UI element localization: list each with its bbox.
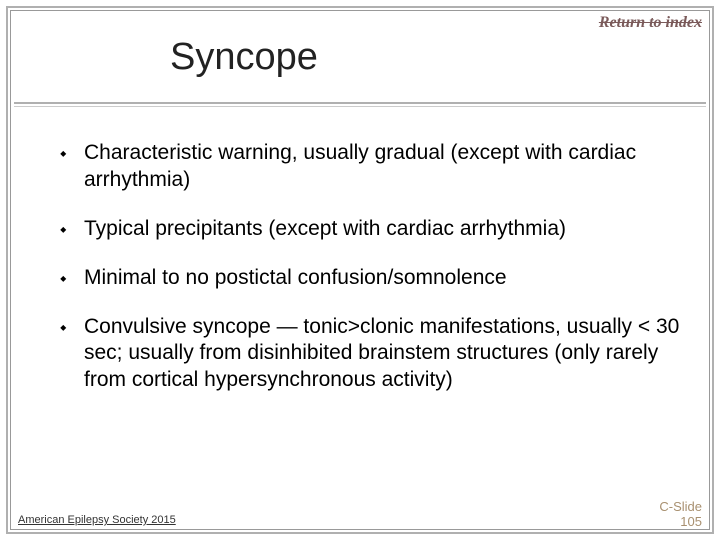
footer-slide-num: 105 xyxy=(680,514,702,529)
footer-source: American Epilepsy Society 2015 xyxy=(18,514,176,526)
footer-slide-label: C-Slide xyxy=(659,499,702,514)
footer-slide-number: C-Slide 105 xyxy=(659,500,702,530)
title-rule-1 xyxy=(14,102,706,104)
bullet-list: ⬩ Characteristic warning, usually gradua… xyxy=(60,140,680,416)
list-item: ⬩ Minimal to no postictal confusion/somn… xyxy=(60,265,680,292)
bullet-text: Characteristic warning, usually gradual … xyxy=(84,140,680,194)
slide-title: Syncope xyxy=(170,36,318,79)
list-item: ⬩ Convulsive syncope — tonic>clonic mani… xyxy=(60,314,680,395)
list-item: ⬩ Typical precipitants (except with card… xyxy=(60,216,680,243)
bullet-icon: ⬩ xyxy=(60,314,84,340)
bullet-text: Convulsive syncope — tonic>clonic manife… xyxy=(84,314,680,395)
return-to-index-link[interactable]: Return to index xyxy=(599,14,702,32)
bullet-text: Minimal to no postictal confusion/somnol… xyxy=(84,265,680,292)
bullet-text: Typical precipitants (except with cardia… xyxy=(84,216,680,243)
list-item: ⬩ Characteristic warning, usually gradua… xyxy=(60,140,680,194)
bullet-icon: ⬩ xyxy=(60,265,84,291)
title-rule-2 xyxy=(14,106,706,107)
bullet-icon: ⬩ xyxy=(60,216,84,242)
bullet-icon: ⬩ xyxy=(60,140,84,166)
